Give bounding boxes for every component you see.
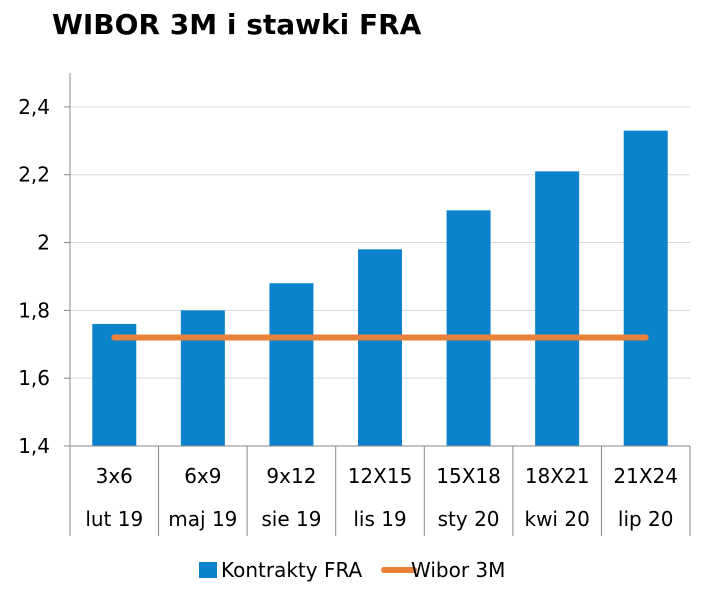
bar	[269, 283, 314, 446]
axes	[64, 73, 691, 536]
y-tick-label: 2	[37, 231, 50, 255]
category-label-contract: 18X21	[525, 464, 590, 488]
category-axis: 3x6 lut 19 6x9 maj 19 9x12 sie 19 12X15 lis 19 1…	[85, 464, 678, 531]
legend: Kontrakty FRA Wibor 3M	[199, 558, 505, 582]
category-label-contract: 12X15	[348, 464, 413, 488]
y-tick-label: 1,8	[18, 298, 50, 322]
legend-swatch-bar	[199, 562, 217, 578]
category-label-contract: 3x6	[96, 464, 133, 488]
y-tick-label: 1,4	[18, 434, 50, 458]
category-label-contract: 21X24	[613, 464, 678, 488]
category-label-contract: 15X18	[436, 464, 501, 488]
category-label-date: lip 20	[618, 507, 674, 531]
bar	[358, 249, 402, 446]
y-tick-label: 1,6	[18, 366, 50, 390]
legend-label-bar: Kontrakty FRA	[221, 558, 363, 582]
category-label-date: lis 19	[353, 507, 406, 531]
category-label-date: sty 20	[438, 507, 500, 531]
category-label-date: kwi 20	[524, 507, 589, 531]
bar-series	[92, 130, 668, 447]
bar	[446, 210, 491, 446]
chart-title: WIBOR 3M i stawki FRA	[52, 8, 422, 41]
bar	[623, 130, 668, 447]
y-tick-label: 2,4	[18, 95, 50, 119]
bar	[180, 310, 225, 446]
bar	[535, 171, 580, 446]
category-label-date: lut 19	[85, 507, 143, 531]
legend-label-line: Wibor 3M	[411, 558, 505, 582]
category-label-date: maj 19	[168, 507, 237, 531]
y-tick-label: 2,2	[18, 163, 50, 187]
category-label-contract: 9x12	[266, 464, 316, 488]
y-axis-ticks: 1,4 1,6 1,8 2 2,2 2,4	[18, 95, 50, 458]
category-label-date: sie 19	[261, 507, 321, 531]
category-label-contract: 6x9	[184, 464, 221, 488]
bar	[92, 323, 137, 446]
